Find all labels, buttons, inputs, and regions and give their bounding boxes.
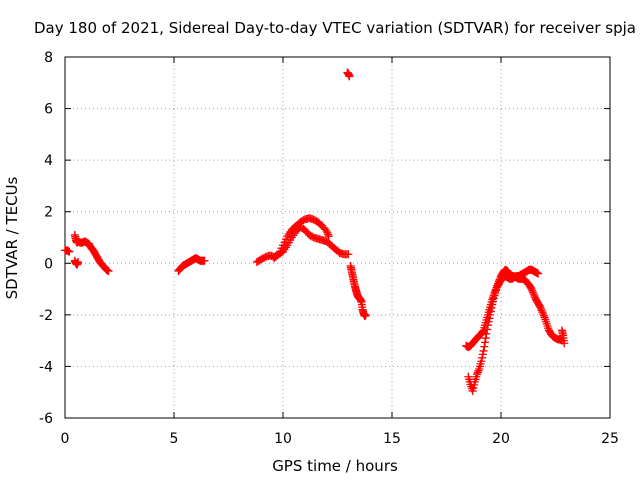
data-point	[530, 291, 539, 300]
data-point	[482, 329, 491, 338]
data-point	[473, 370, 482, 379]
y-tick-label: 0	[44, 256, 53, 272]
data-point	[477, 357, 486, 366]
x-axis-label: GPS time / hours	[272, 457, 398, 475]
chart-title: Day 180 of 2021, Sidereal Day-to-day VTE…	[34, 19, 636, 37]
series-h	[346, 261, 370, 321]
data-point	[539, 311, 548, 320]
data-point	[527, 285, 536, 294]
y-tick-label: 6	[44, 102, 53, 118]
data-point	[324, 230, 333, 239]
x-tick-label: 15	[383, 431, 401, 447]
series-k	[558, 326, 569, 348]
data-point	[486, 310, 495, 319]
data-point	[483, 321, 492, 330]
series-d	[174, 254, 209, 276]
y-tick-label: 2	[44, 205, 53, 221]
data-point	[536, 303, 545, 312]
data-point	[324, 232, 333, 241]
data-point	[484, 317, 493, 326]
data-point	[495, 275, 504, 284]
data-point	[345, 72, 354, 81]
series-f	[270, 214, 333, 263]
series-g	[343, 68, 354, 81]
y-axis-label: SDTVAR / TECUs	[3, 176, 21, 299]
data-point	[344, 250, 353, 259]
data-points	[61, 68, 569, 395]
data-point	[474, 366, 483, 375]
y-tick-label: 8	[44, 50, 53, 66]
data-point	[478, 350, 487, 359]
data-point	[65, 247, 74, 256]
data-point	[528, 286, 537, 295]
data-point	[560, 339, 569, 348]
series-a	[61, 246, 74, 256]
y-tick-label: 4	[44, 153, 53, 169]
data-point	[473, 368, 482, 377]
x-tick-label: 25	[601, 431, 619, 447]
data-point	[104, 267, 113, 276]
data-point	[322, 227, 331, 236]
data-point	[494, 277, 503, 286]
y-tick-label: -4	[39, 359, 53, 375]
series-j	[464, 265, 567, 395]
series-c	[70, 256, 83, 269]
data-point	[323, 228, 332, 237]
x-tick-label: 0	[61, 431, 70, 447]
x-tick-label: 5	[170, 431, 179, 447]
data-point	[483, 325, 492, 334]
data-point	[487, 303, 496, 312]
series-e	[252, 223, 353, 266]
data-point	[536, 304, 545, 313]
data-point	[200, 256, 209, 265]
data-point	[361, 310, 370, 319]
series-b	[70, 230, 113, 276]
data-point	[478, 353, 487, 362]
x-tick-label: 10	[274, 431, 292, 447]
data-point	[481, 338, 490, 347]
data-point	[539, 309, 548, 318]
plot-frame	[64, 56, 611, 419]
data-point	[528, 288, 537, 297]
data-point	[529, 290, 538, 299]
data-point	[486, 307, 495, 316]
data-point	[537, 306, 546, 315]
axis-ticks: 0 5 10 15 20 25 -6 -4 -2 0 2 4 6 8	[39, 50, 619, 447]
y-tick-label: -6	[39, 411, 53, 427]
data-point	[485, 314, 494, 323]
data-point	[480, 342, 489, 351]
data-point	[479, 346, 488, 355]
grid	[65, 57, 610, 418]
data-point	[74, 257, 83, 266]
y-tick-label: -2	[39, 308, 53, 324]
data-point	[538, 308, 547, 317]
data-point	[273, 251, 282, 260]
x-tick-label: 20	[492, 431, 510, 447]
data-point	[534, 269, 543, 278]
data-point	[481, 334, 490, 343]
